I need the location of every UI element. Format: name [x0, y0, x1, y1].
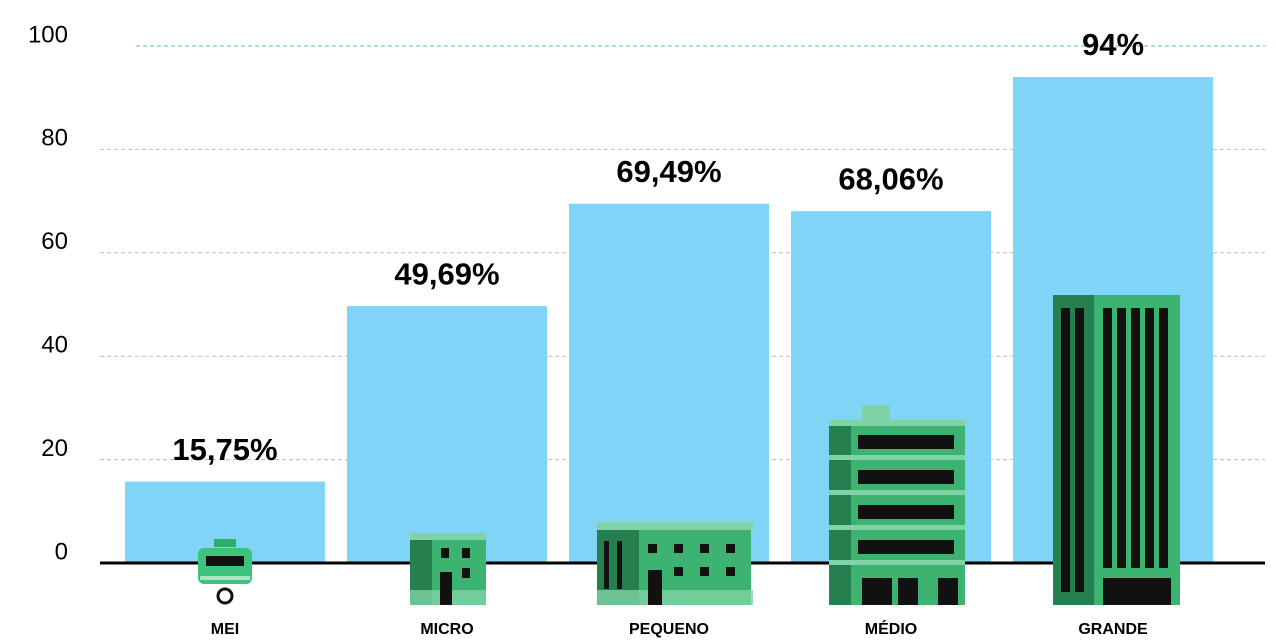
x-tick-label: PEQUENO [629, 621, 709, 638]
value-label: 49,69% [394, 256, 499, 291]
large-building-icon [1053, 295, 1180, 605]
y-tick-label: 80 [41, 125, 68, 152]
y-tick-label: 20 [41, 435, 68, 462]
value-label: 94% [1082, 27, 1144, 62]
y-tick-label: 60 [41, 228, 68, 255]
value-label: 69,49% [616, 154, 721, 189]
value-label: 15,75% [172, 432, 277, 467]
x-tick-label: MÉDIO [865, 619, 917, 638]
chart: 0 20 40 60 80 100 15,75% MEI 49,69% MICRO 69,49% PE… [0, 0, 1276, 640]
medium-building-icon [829, 405, 965, 605]
value-label: 68,06% [838, 161, 943, 196]
small-building-icon [597, 522, 753, 605]
x-tick-label: MICRO [420, 621, 473, 638]
y-tick-label: 40 [41, 332, 68, 359]
x-tick-label: MEI [211, 621, 239, 638]
y-tick-label: 0 [55, 538, 68, 565]
bar [347, 306, 547, 563]
food-truck-icon [198, 539, 252, 603]
micro-building-icon [410, 533, 486, 605]
x-tick-label: GRANDE [1078, 621, 1148, 638]
bar [569, 204, 769, 563]
y-tick-label: 100 [28, 21, 68, 48]
